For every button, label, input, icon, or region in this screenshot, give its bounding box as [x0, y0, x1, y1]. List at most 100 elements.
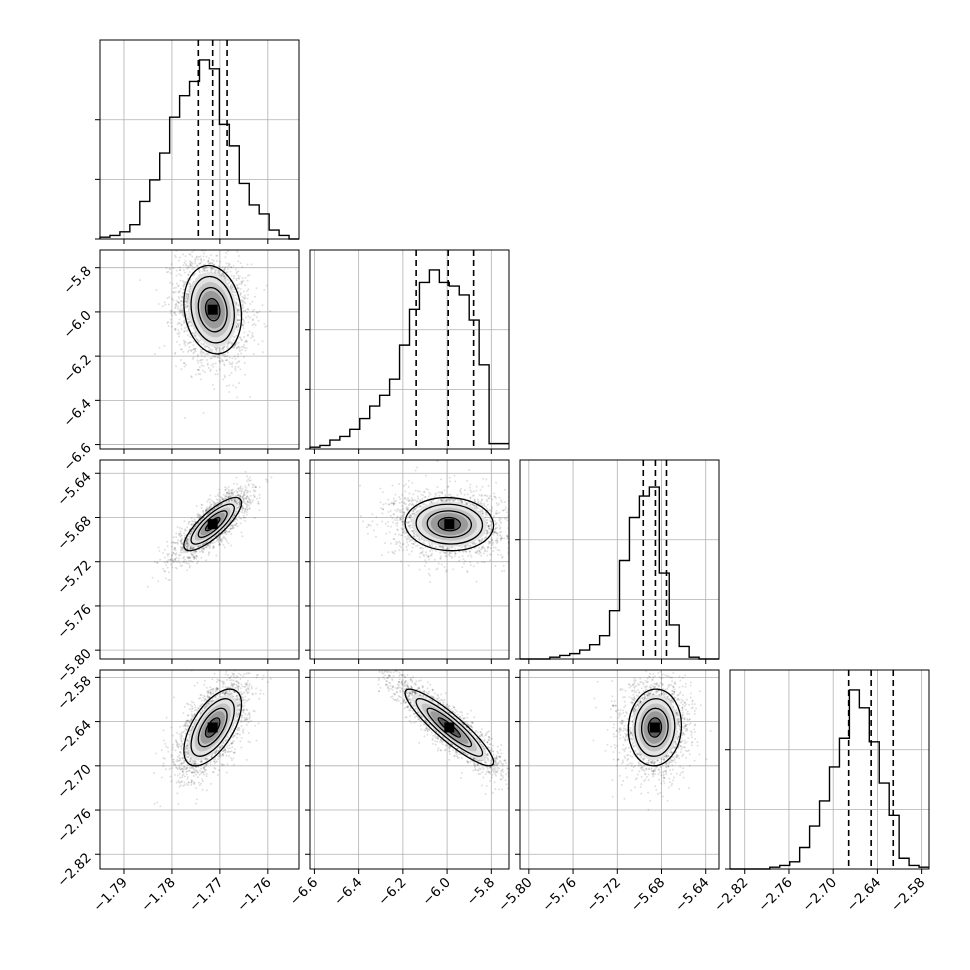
sample-point [179, 535, 182, 538]
sample-point [172, 267, 175, 270]
sample-point [238, 335, 241, 338]
sample-point [213, 263, 216, 266]
sample-point [241, 500, 244, 503]
sample-point [244, 309, 247, 312]
sample-point [233, 345, 236, 348]
sample-point [234, 523, 237, 526]
sample-point [200, 503, 203, 506]
sample-point [250, 336, 253, 339]
sample-point [246, 274, 249, 277]
sample-point [468, 468, 471, 471]
sample-point [182, 264, 185, 267]
sample-point [249, 494, 252, 497]
sample-point [241, 348, 244, 351]
sample-point [180, 534, 183, 537]
sample-point [226, 345, 229, 348]
sample-point [192, 274, 195, 277]
sample-point [166, 554, 169, 557]
sample-point [237, 277, 240, 280]
sample-point [479, 488, 482, 491]
sample-point [202, 412, 205, 415]
sample-point [406, 548, 409, 551]
sample-point [189, 559, 192, 562]
sample-point [233, 499, 236, 502]
sample-point [231, 288, 234, 291]
sample-point [186, 543, 189, 546]
sample-point [206, 353, 209, 356]
sample-point [245, 513, 248, 516]
sample-point [215, 246, 217, 248]
sample-point [183, 342, 186, 345]
sample-point [506, 514, 509, 517]
y-tick-label: −6.0 [60, 307, 94, 341]
sample-point [237, 494, 240, 497]
sample-point [206, 362, 209, 365]
sample-point [170, 554, 173, 557]
sample-point [411, 529, 414, 532]
sample-point [215, 259, 218, 262]
sample-point [201, 352, 204, 355]
sample-point [214, 373, 217, 376]
sample-point [179, 287, 182, 290]
sample-point [237, 365, 240, 368]
density-peak [207, 304, 218, 315]
sample-point [182, 560, 185, 563]
sample-point [190, 546, 193, 549]
sample-point [232, 277, 235, 280]
sample-point [169, 321, 172, 324]
sample-point [208, 349, 211, 352]
sample-point [201, 358, 204, 361]
sample-point [235, 489, 238, 492]
y-tick-label: −5.68 [54, 513, 95, 554]
sample-point [210, 266, 213, 269]
sample-point [235, 362, 238, 365]
sample-point [245, 489, 248, 492]
sample-point [221, 349, 224, 352]
sample-point [244, 519, 247, 522]
sample-point [209, 348, 212, 351]
sample-point [238, 349, 241, 352]
sample-point [217, 272, 220, 275]
sample-point [185, 296, 188, 299]
sample-point [197, 258, 200, 261]
sample-point [208, 551, 211, 554]
sample-point [201, 550, 204, 553]
sample-point [205, 509, 208, 512]
sample-point [177, 333, 180, 336]
sample-point [241, 496, 244, 499]
sample-point [179, 554, 182, 557]
sample-point [190, 530, 193, 533]
sample-point [178, 322, 181, 325]
y-tick-label: −6.6 [60, 440, 94, 474]
sample-point [244, 485, 247, 488]
sample-point [248, 501, 251, 504]
sample-point [242, 499, 245, 502]
sample-point [187, 520, 190, 523]
sample-point [198, 368, 201, 371]
sample-point [237, 304, 240, 307]
sample-point [188, 520, 191, 523]
sample-point [202, 510, 205, 513]
sample-point [167, 553, 170, 556]
sample-point [228, 492, 231, 495]
sample-point [245, 511, 248, 514]
sample-point [241, 511, 244, 514]
sample-point [243, 300, 246, 303]
sample-point [211, 383, 214, 386]
sample-point [183, 558, 186, 561]
contour-line [190, 275, 235, 344]
sample-point [186, 289, 189, 292]
sample-point [215, 502, 218, 505]
sample-point [227, 492, 230, 495]
sample-point [227, 342, 230, 345]
sample-point [239, 485, 242, 488]
sample-point [178, 343, 181, 346]
sample-point [234, 268, 237, 271]
sample-point [229, 528, 232, 531]
sample-point [199, 515, 202, 518]
sample-point [194, 373, 197, 376]
sample-point [183, 550, 186, 553]
sample-point [485, 530, 488, 533]
sample-point [367, 524, 370, 527]
joint-panel-content [146, 470, 273, 588]
